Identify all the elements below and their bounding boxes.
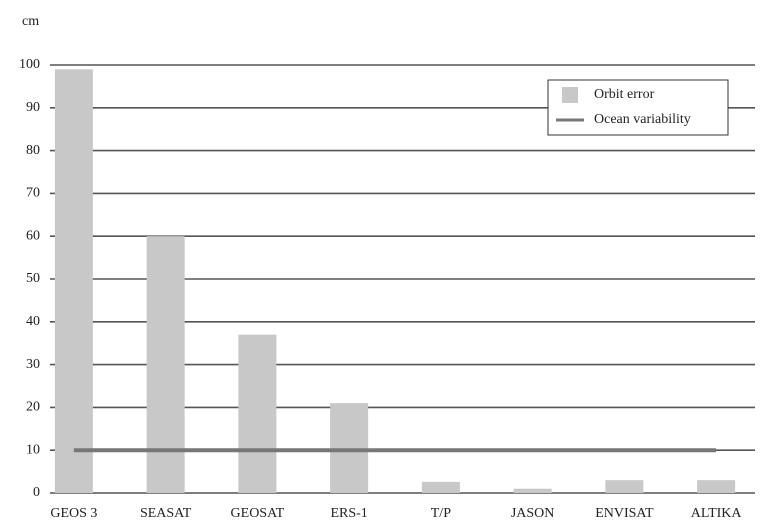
y-tick-label: 100 [19,57,40,72]
legend-label: Ocean variability [594,112,691,127]
y-tick-label: 10 [26,442,40,457]
x-tick-label: ALTIKA [691,506,743,521]
bar [513,488,552,493]
x-tick-label: SEASAT [140,506,192,521]
y-tick-label: 60 [26,228,40,243]
bar [330,403,369,493]
bar [146,236,185,493]
bar [697,480,736,493]
legend-label: Orbit error [594,87,655,102]
y-tick-label: 80 [26,143,40,158]
bar [54,69,93,493]
bar [238,334,277,493]
bar [421,481,460,493]
y-tick-label: 30 [26,357,40,372]
y-tick-label: 50 [26,271,40,286]
legend: Orbit error Ocean variability [547,79,729,136]
x-tick-label: JASON [511,506,555,521]
y-tick-label: 90 [26,100,40,115]
x-tick-label: ERS-1 [330,506,367,521]
bar [605,480,644,493]
x-tick-label: GEOSAT [231,506,285,521]
x-tick-label: ENVISAT [595,506,654,521]
legend-swatch [562,87,578,103]
x-tick-label: GEOS 3 [50,506,97,521]
y-tick-label: 40 [26,314,40,329]
y-tick-label: 70 [26,186,40,201]
x-tick-label: T/P [431,506,451,521]
y-tick-label: 0 [33,485,40,500]
y-tick-label: 20 [26,400,40,415]
y-axis-label: cm [22,14,39,29]
